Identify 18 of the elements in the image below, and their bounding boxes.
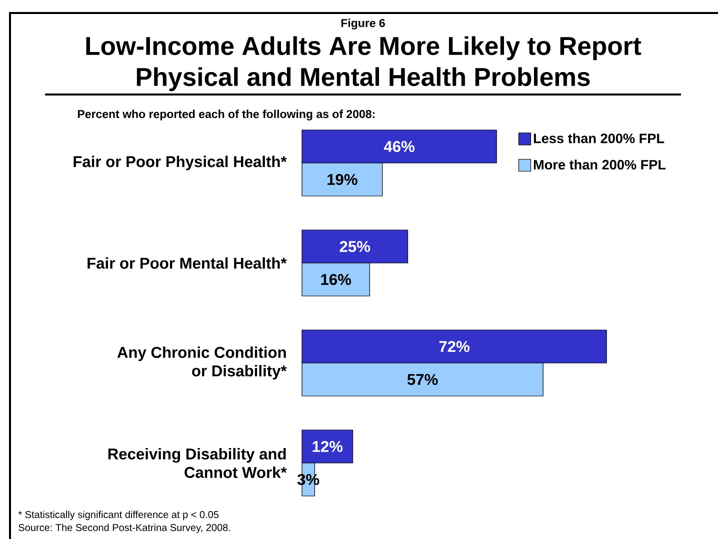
y-tick-label: Fair or Poor Physical Health* (74, 156, 287, 170)
chart-title: Low-Income Adults Are More Likely to Report Physical and Mental Health Problems (86, 36, 642, 92)
y-tick-label: Receiving Disability and Cannot Work* (108, 448, 287, 478)
data-label: 12% (312, 440, 343, 452)
y-tick-label: Any Chronic Condition or Disability* (117, 346, 287, 380)
data-label: 57% (407, 374, 438, 386)
legend-label: More than 200% FPL (534, 160, 666, 170)
data-label: 16% (321, 274, 352, 286)
source-note: Source: The Second Post-Katrina Survey, 2008. (18, 524, 230, 534)
chart-subtitle: Percent who reported each of the following as of 2008: (78, 110, 375, 120)
data-label: 25% (340, 240, 370, 252)
data-label: 46% (384, 140, 414, 152)
data-label: 72% (439, 340, 470, 352)
data-label: 19% (328, 174, 358, 186)
text: * Statistically significant difference at p < 0.05 (18, 510, 219, 520)
legend-label: Less than 200% FPL (534, 133, 664, 144)
caption: Figure 6 (341, 18, 385, 30)
y-tick-label: Fair or Poor Mental Health* (88, 257, 287, 269)
